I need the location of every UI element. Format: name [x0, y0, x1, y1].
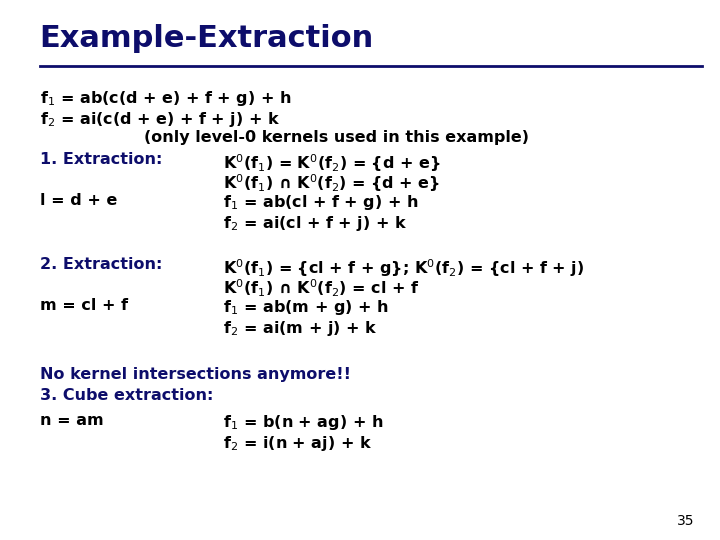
Text: f$_2$ = i(n + aj) + k: f$_2$ = i(n + aj) + k	[223, 434, 372, 453]
Text: 2. Extraction:: 2. Extraction:	[40, 257, 162, 272]
Text: f$_1$ = ab(m + g) + h: f$_1$ = ab(m + g) + h	[223, 298, 389, 317]
Text: K$^0$(f$_1$) ∩ K$^0$(f$_2$) = cl + f: K$^0$(f$_1$) ∩ K$^0$(f$_2$) = cl + f	[223, 278, 419, 299]
Text: f$_1$ = ab(cl + f + g) + h: f$_1$ = ab(cl + f + g) + h	[223, 193, 418, 212]
Text: n = am: n = am	[40, 413, 103, 428]
Text: 3. Cube extraction:: 3. Cube extraction:	[40, 388, 213, 403]
Text: 1. Extraction:: 1. Extraction:	[40, 152, 162, 167]
Text: l = d + e: l = d + e	[40, 193, 117, 208]
Text: f$_1$ = ab(c(d + e) + f + g) + h: f$_1$ = ab(c(d + e) + f + g) + h	[40, 89, 291, 108]
Text: Example-Extraction: Example-Extraction	[40, 24, 374, 53]
Text: f$_2$ = ai(m + j) + k: f$_2$ = ai(m + j) + k	[223, 319, 377, 338]
Text: K$^0$(f$_1$) = K$^0$(f$_2$) = {d + e}: K$^0$(f$_1$) = K$^0$(f$_2$) = {d + e}	[223, 152, 441, 174]
Text: f$_2$ = ai(cl + f + j) + k: f$_2$ = ai(cl + f + j) + k	[223, 214, 408, 233]
Text: f$_2$ = ai(c(d + e) + f + j) + k: f$_2$ = ai(c(d + e) + f + j) + k	[40, 110, 280, 129]
Text: K$^0$(f$_1$) ∩ K$^0$(f$_2$) = {d + e}: K$^0$(f$_1$) ∩ K$^0$(f$_2$) = {d + e}	[223, 173, 441, 194]
Text: K$^0$(f$_1$) = {cl + f + g}; K$^0$(f$_2$) = {cl + f + j): K$^0$(f$_1$) = {cl + f + g}; K$^0$(f$_2$…	[223, 257, 584, 279]
Text: 35: 35	[678, 514, 695, 528]
Text: m = cl + f: m = cl + f	[40, 298, 127, 313]
Text: f$_1$ = b(n + ag) + h: f$_1$ = b(n + ag) + h	[223, 413, 384, 432]
Text: No kernel intersections anymore!!: No kernel intersections anymore!!	[40, 367, 351, 382]
Text: (only level-0 kernels used in this example): (only level-0 kernels used in this examp…	[144, 130, 529, 145]
